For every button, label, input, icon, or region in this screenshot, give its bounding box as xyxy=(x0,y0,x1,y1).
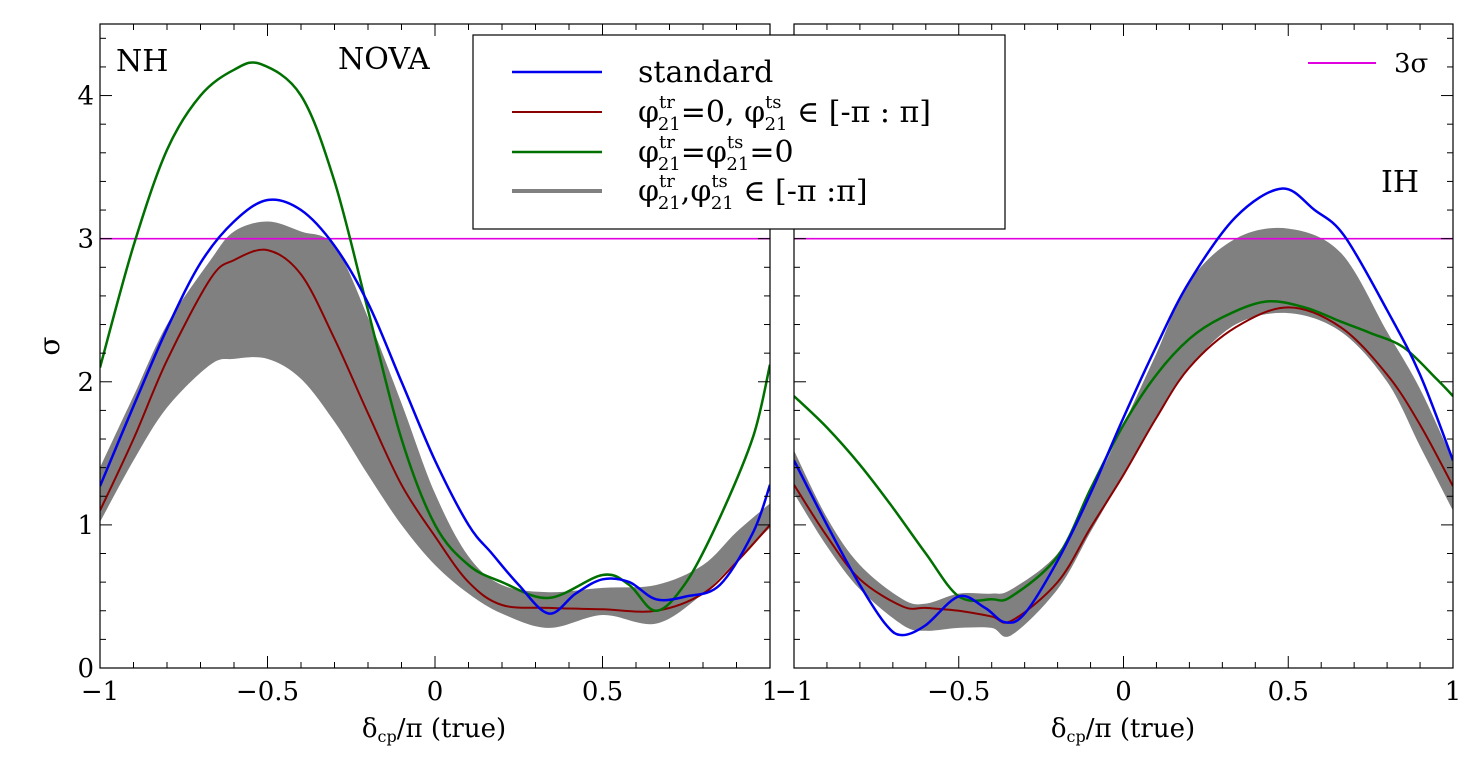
right-uncertainty-band xyxy=(794,227,1453,637)
right-x-tick-label: −0.5 xyxy=(927,677,990,707)
right-hierarchy-label: IH xyxy=(1381,165,1419,200)
left-experiment-label: NOVA xyxy=(338,42,430,77)
left-y-tick-label: 3 xyxy=(77,225,94,255)
right-x-axis-label: δcp/π (true) xyxy=(1051,714,1195,746)
right-phi-both0-line xyxy=(794,300,1453,602)
left-x-tick-label: −1 xyxy=(81,677,119,707)
right-x-tick-label: −1 xyxy=(775,677,813,707)
left-x-tick-label: 1 xyxy=(762,677,779,707)
threshold-legend-label: 3σ xyxy=(1394,49,1428,79)
right-phi-tr0-line xyxy=(794,306,1453,624)
right-plot-content xyxy=(794,187,1453,637)
right-x-tick-label: 0 xyxy=(1115,677,1132,707)
left-x-axis-label: δcp/π (true) xyxy=(362,714,506,746)
right-standard-line xyxy=(794,187,1453,637)
left-x-tick-label: 0.5 xyxy=(582,677,623,707)
right-x-tick-label: 1 xyxy=(1445,677,1462,707)
left-y-tick-label: 0 xyxy=(77,654,94,684)
left-plot-content xyxy=(100,61,770,628)
left-x-tick-label: −0.5 xyxy=(236,677,299,707)
legend-box xyxy=(472,34,1006,230)
left-standard-line xyxy=(100,198,770,615)
left-hierarchy-label: NH xyxy=(116,44,168,79)
legend-label-3: φtr 21,φts 21 ∈ [-π :π] xyxy=(638,171,868,214)
left-tick-labels: −1 −0.5 0 0.5 1 0 1 2 3 4 xyxy=(77,82,778,707)
left-x-tick-label: 0 xyxy=(427,677,444,707)
legend-label-2: φtr 21=φts 21=0 xyxy=(638,132,794,175)
left-y-tick-label: 4 xyxy=(77,82,94,112)
legend-label-0: standard xyxy=(638,55,773,90)
right-x-tick-label: 0.5 xyxy=(1268,677,1309,707)
panel-left: −1 −0.5 0 0.5 1 0 1 2 3 4 NH NOVA σ δcp/π (true) xyxy=(33,23,778,746)
left-uncertainty-band xyxy=(100,221,770,628)
left-y-tick-label: 2 xyxy=(77,368,94,398)
y-axis-label: σ xyxy=(33,336,66,355)
left-phi-both0-line xyxy=(100,61,770,613)
legend-label-1: φtr 21=0, φts 21 ∈ [-π : π] xyxy=(638,92,931,135)
panel-right: −1 −0.5 0 0.5 1 IH δcp/π (true) 3σ xyxy=(775,23,1461,746)
left-y-tick-label: 1 xyxy=(77,511,94,541)
right-tick-labels: −1 −0.5 0 0.5 1 xyxy=(775,677,1461,707)
